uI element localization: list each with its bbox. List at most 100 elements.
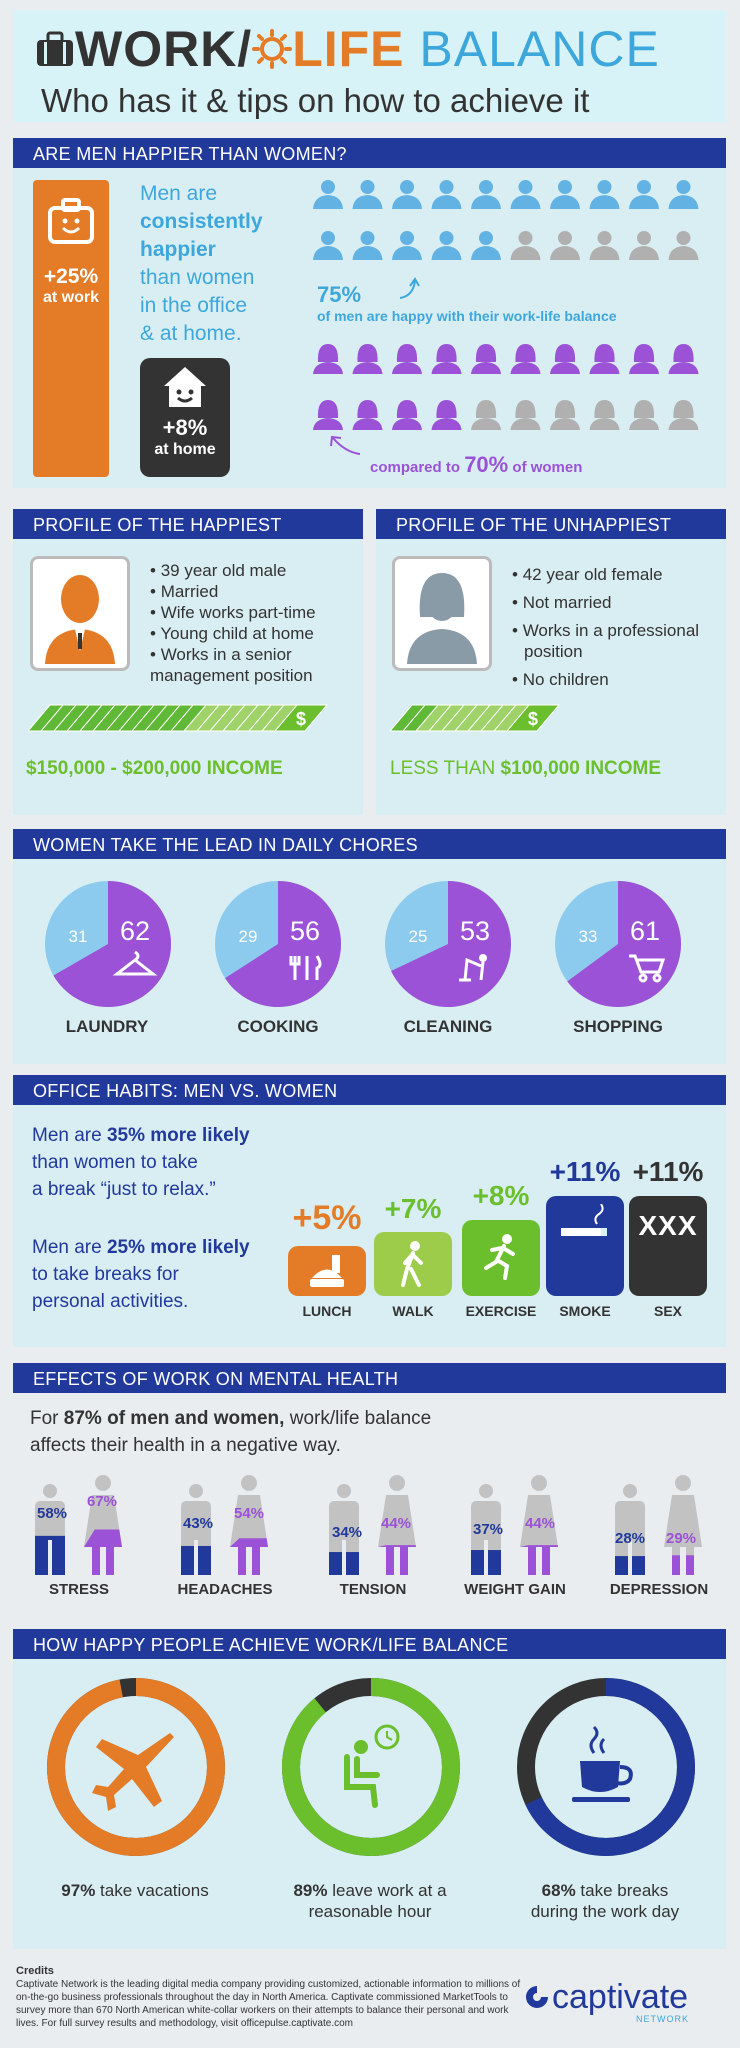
header-banner: WORK/ LIFE BALANCE Who has it & tips on … — [13, 10, 726, 122]
unhappiest-list: 42 year old female Not married Works in … — [512, 564, 717, 690]
men-value: 31 — [69, 927, 88, 946]
statement-line: in the office — [140, 294, 248, 317]
statement-line: than women — [140, 266, 255, 289]
man-icon — [431, 180, 462, 209]
women-value: 62 — [120, 916, 150, 946]
chore-pie: 31 62 — [45, 881, 172, 1007]
section-heading-chores: WOMEN TAKE THE LEAD IN DAILY CHORES — [13, 829, 726, 859]
man-icon — [181, 1484, 211, 1576]
men-value: 25 — [409, 927, 428, 946]
profile-item: Works in a professional position — [512, 620, 717, 662]
mental-intro: For 87% of men and women, work/life bala… — [30, 1405, 431, 1459]
ring-value — [47, 1678, 225, 1856]
ring-value — [282, 1678, 460, 1856]
achieve-panel — [13, 1659, 726, 1949]
lunch-card — [288, 1246, 366, 1296]
page-subtitle: Who has it & tips on how to achieve it — [41, 82, 590, 119]
statement-line: Men are — [140, 182, 218, 205]
page-title: WORK/ LIFE BALANCE — [35, 20, 660, 78]
habits-emphasis: 35% more likely — [106, 1125, 250, 1146]
happier-statement: Men are consistently happier than women … — [140, 180, 263, 348]
women-suffix: of women — [512, 459, 583, 476]
men-pct: 75% — [317, 282, 362, 307]
woman-icon — [520, 1475, 558, 1575]
food-tray-icon — [310, 1255, 344, 1287]
man-icon — [313, 231, 343, 260]
man-icon — [471, 1484, 501, 1576]
dollar-icon: $ — [528, 709, 538, 729]
women-value: 56 — [290, 916, 320, 946]
ring-value — [517, 1678, 695, 1856]
achieve-ring — [517, 1678, 695, 1856]
women-value: 61 — [630, 916, 660, 946]
smoke-pct: +11% — [549, 1156, 621, 1187]
women-pct: 44% — [525, 1515, 556, 1532]
woman-icon — [431, 400, 462, 430]
mental-health-figures — [35, 1475, 702, 1576]
women-pct: 70% — [464, 452, 509, 477]
achieve-text: leave work at a — [327, 1881, 447, 1900]
woman-icon — [352, 400, 383, 430]
title-work: WORK/ — [75, 21, 253, 77]
briefcase-smile-icon — [48, 198, 94, 244]
chore-label: SHOPPING — [573, 1017, 663, 1036]
sun-icon — [252, 29, 293, 69]
woman-icon — [668, 400, 699, 430]
woman-icon — [471, 344, 501, 374]
women-slice — [567, 881, 682, 1007]
man-icon — [431, 231, 462, 260]
man-icon — [392, 180, 422, 209]
women-pct: 54% — [234, 1505, 265, 1522]
habit-label: WALK — [392, 1303, 434, 1319]
work-label: at work — [42, 289, 99, 306]
woman-icon — [589, 400, 620, 430]
man-icon — [510, 231, 541, 260]
man-icon — [589, 231, 620, 260]
habits-line: than women to take — [32, 1152, 198, 1173]
walking-person-icon — [401, 1241, 423, 1287]
men-caption-box: 75% of men are happy with their work-lif… — [317, 282, 617, 324]
credits-heading: Credits — [16, 1965, 54, 1977]
men-caption: of men are happy with their work-life ba… — [317, 308, 617, 324]
women-level — [84, 1529, 122, 1547]
title-balance: BALANCE — [404, 21, 660, 77]
mental-label: STRESS — [48, 1581, 109, 1598]
mental-label: HEADACHES — [177, 1581, 273, 1598]
habit-label: LUNCH — [302, 1303, 352, 1319]
achieve-pct: 97% — [61, 1881, 96, 1900]
women-level — [230, 1538, 268, 1547]
achieve-ring-charts — [47, 1678, 695, 1856]
section-heading-habits: OFFICE HABITS: MEN VS. WOMEN — [13, 1075, 726, 1105]
walk-card — [374, 1232, 452, 1296]
woman-icon — [510, 400, 541, 430]
habit-label: SMOKE — [559, 1303, 611, 1319]
profile-item: Married — [150, 581, 350, 602]
section-heading-happier: ARE MEN HAPPIER THAN WOMEN? — [13, 138, 726, 168]
running-person-icon — [484, 1234, 515, 1280]
man-icon — [615, 1484, 645, 1576]
women-pct: 29% — [666, 1530, 697, 1547]
sex-pct: +11% — [632, 1156, 704, 1187]
man-icon — [550, 180, 580, 209]
man-icon — [550, 231, 580, 260]
man-icon — [629, 231, 659, 260]
briefcase-icon — [37, 31, 73, 66]
woman-icon — [471, 400, 501, 430]
exercise-card — [462, 1220, 540, 1296]
achieve-ring — [282, 1678, 460, 1856]
credits-text: Captivate Network is the leading digital… — [16, 1979, 521, 2029]
man-icon — [668, 180, 699, 209]
man-icon — [510, 180, 541, 209]
woman-icon — [550, 400, 580, 430]
achieve-text: reasonable hour — [308, 1902, 432, 1921]
walk-pct: +7% — [384, 1193, 442, 1224]
habits-line: to take breaks for — [32, 1264, 179, 1285]
intro-text: For — [30, 1408, 64, 1429]
men-value: 33 — [579, 927, 598, 946]
woman-icon — [629, 344, 659, 374]
profile-item: Wife works part-time — [150, 602, 350, 623]
happier-panel — [13, 168, 726, 488]
chore-label: LAUNDRY — [65, 1017, 149, 1036]
happiest-list: 39 year old male Married Wife works part… — [150, 560, 350, 686]
profile-item: Not married — [512, 592, 717, 613]
